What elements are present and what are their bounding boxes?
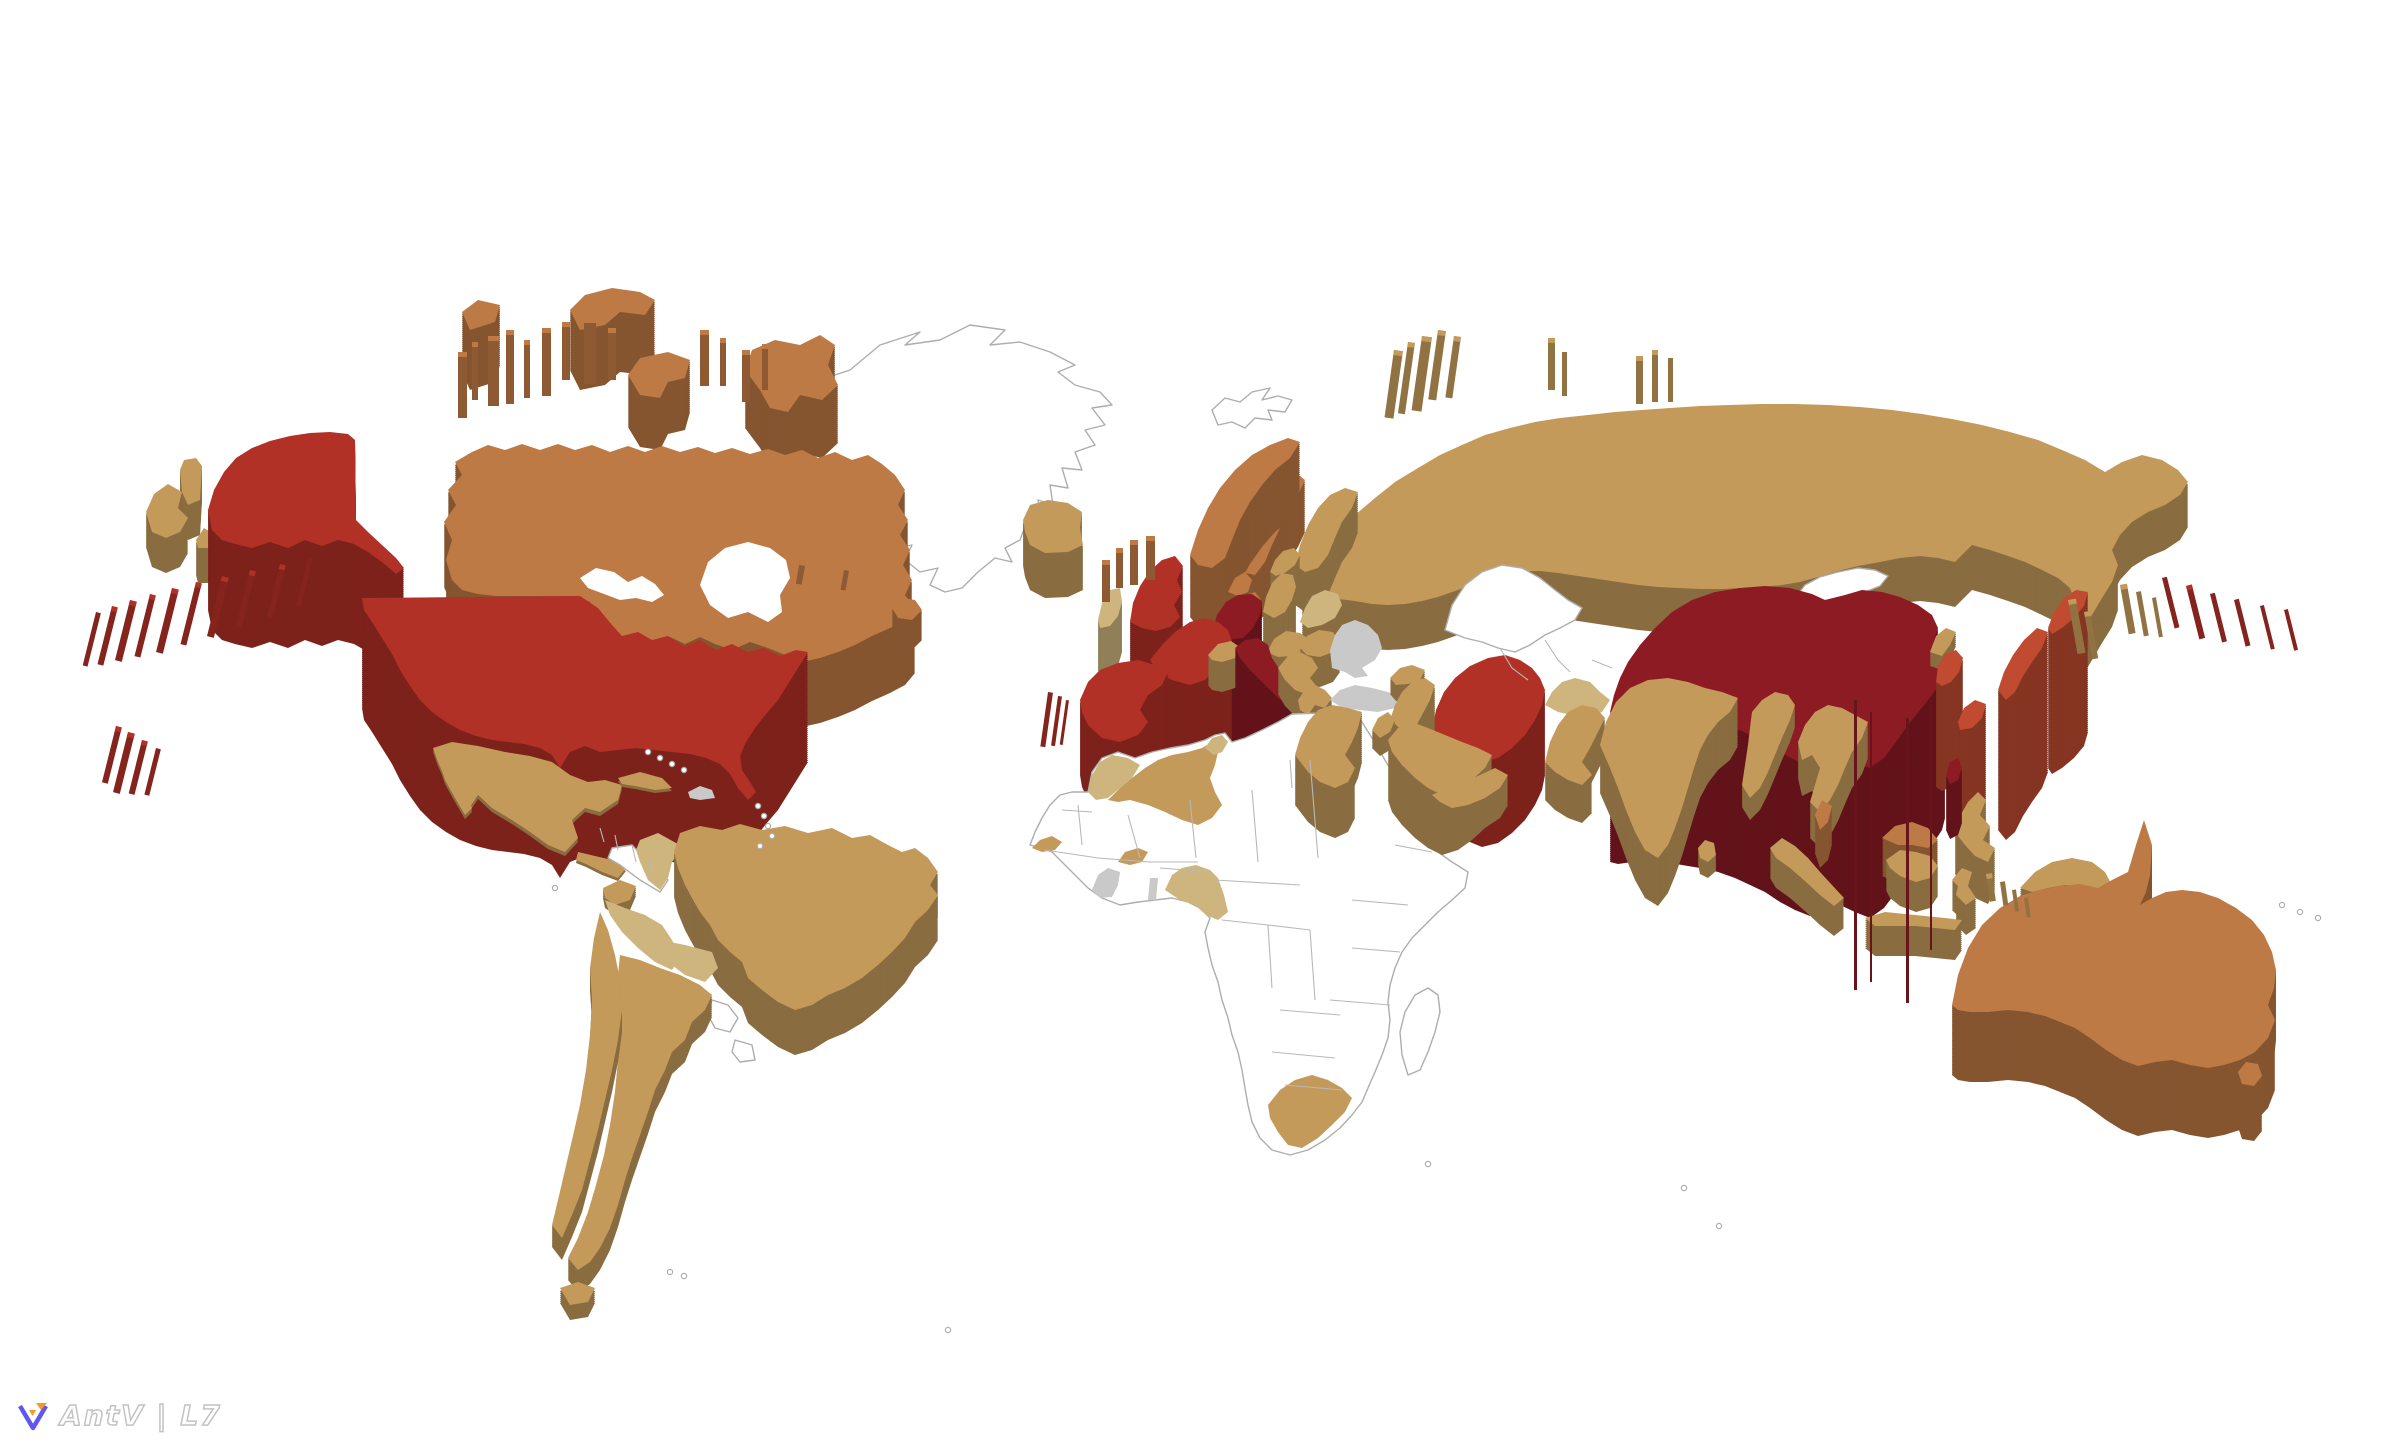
country-ecuador[interactable] — [603, 880, 636, 905]
country-baltics[interactable] — [1270, 548, 1300, 576]
decoration-severnaya — [1636, 350, 1673, 404]
country-cote-divoire[interactable] — [1092, 868, 1120, 898]
country-canada[interactable] — [444, 444, 915, 662]
country-uruguay[interactable] — [731, 1039, 756, 1063]
country-africa-outline[interactable] — [1029, 711, 1469, 1156]
country-israel-jordan[interactable] — [1372, 712, 1395, 738]
country-indonesia[interactable] — [1770, 838, 1976, 930]
logo-orange-corner — [36, 1403, 47, 1410]
country-kazakhstan[interactable] — [1444, 564, 1583, 653]
country-spain[interactable] — [1080, 660, 1168, 742]
country-south-korea[interactable] — [1936, 650, 1963, 686]
country-argentina[interactable] — [568, 955, 712, 1270]
decoration-moluccas — [1985, 873, 2031, 918]
antv-l7-logo: AntV | L7 — [16, 1398, 222, 1432]
country-saudi-arabia[interactable] — [1388, 722, 1492, 795]
country-canada-victoria[interactable] — [628, 352, 690, 398]
country-iceland[interactable] — [1023, 500, 1083, 553]
country-cuba[interactable] — [618, 772, 672, 790]
country-senegal[interactable] — [1032, 836, 1062, 852]
country-togo-benin[interactable] — [1148, 878, 1158, 900]
country-tasmania[interactable] — [2238, 1062, 2262, 1086]
country-iran[interactable] — [1432, 655, 1545, 762]
country-philippines[interactable] — [1955, 792, 1995, 862]
country-bangladesh-myanmar[interactable] — [1742, 692, 1795, 798]
country-brazil[interactable] — [674, 824, 938, 1010]
decoration-china-island-walls — [1854, 700, 1932, 1003]
decoration-franz-josef — [1548, 338, 1567, 396]
decoration-arctic-canada-pillars — [458, 318, 768, 418]
small-island-dots — [551, 748, 2322, 1334]
country-belarus[interactable] — [1300, 590, 1342, 628]
country-png[interactable] — [2020, 858, 2112, 892]
country-hispaniola[interactable] — [688, 786, 715, 800]
country-poland[interactable] — [1263, 573, 1296, 618]
country-turkey[interactable] — [1330, 685, 1402, 712]
country-mexico[interactable] — [433, 742, 622, 852]
country-egypt[interactable] — [1295, 705, 1362, 788]
country-iraq-syria[interactable] — [1390, 678, 1435, 730]
country-south-africa[interactable] — [1268, 1075, 1352, 1148]
decoration-canary-islands — [1040, 692, 1069, 748]
country-chile[interactable] — [552, 912, 622, 1238]
country-algeria[interactable] — [1108, 742, 1222, 825]
country-canada-ellesmere[interactable] — [462, 288, 655, 330]
country-finland[interactable] — [1295, 488, 1358, 572]
logo-orange-inner — [29, 1410, 36, 1416]
country-ireland[interactable] — [1098, 588, 1122, 628]
country-newfoundland[interactable] — [892, 598, 922, 620]
country-balkans[interactable] — [1278, 652, 1318, 695]
decoration-novaya-zemlya — [1384, 329, 1461, 419]
country-bolivia[interactable] — [660, 940, 718, 982]
country-caucasus[interactable] — [1390, 665, 1425, 685]
country-central-europe[interactable] — [1267, 631, 1310, 657]
country-madagascar[interactable] — [1399, 987, 1441, 1076]
logo-triangle — [18, 1404, 48, 1431]
decoration-faroe-shetland — [1102, 536, 1155, 602]
country-uk[interactable] — [1130, 556, 1183, 631]
sea-hudson-bay — [700, 542, 790, 622]
country-russia[interactable] — [1302, 404, 2188, 645]
decoration-azores — [795, 559, 849, 591]
country-paraguay[interactable] — [707, 999, 739, 1033]
country-afghanistan-pakistan[interactable] — [1545, 705, 1605, 785]
decoration-hawaii — [101, 726, 161, 796]
country-denmark[interactable] — [1228, 572, 1252, 596]
country-yemen-oman[interactable] — [1432, 768, 1508, 808]
antv-logo-icon — [18, 1403, 48, 1431]
country-romania[interactable] — [1300, 630, 1340, 657]
decoration-kuril-sakhalin — [2067, 583, 2163, 660]
country-alps[interactable] — [1208, 641, 1241, 662]
country-nigeria-cameroon[interactable] — [1165, 865, 1228, 920]
country-greece[interactable] — [1298, 685, 1332, 715]
country-alaska[interactable] — [208, 432, 404, 574]
logo-text: AntV | L7 — [59, 1398, 222, 1433]
country-canada-baffin[interactable] — [745, 335, 838, 412]
country-usa[interactable] — [362, 596, 808, 800]
country-ireland-wall — [1098, 590, 1122, 678]
country-svalbard[interactable] — [1211, 387, 1293, 429]
decoration-aleutians-west — [82, 558, 313, 667]
country-norway[interactable] — [1190, 438, 1300, 568]
country-japan[interactable] — [1958, 590, 2088, 730]
country-indochina[interactable] — [1798, 705, 1868, 812]
country-peru[interactable] — [605, 900, 680, 970]
country-colombia[interactable] — [636, 833, 680, 890]
country-morocco[interactable] — [1088, 755, 1140, 800]
country-guatemala-honduras[interactable] — [576, 852, 626, 878]
country-north-korea[interactable] — [1930, 628, 1956, 656]
country-ukraine[interactable] — [1330, 620, 1382, 678]
country-tunisia[interactable] — [1205, 735, 1228, 755]
decoration-aleutians-east — [2162, 576, 2299, 651]
inner-borders — [599, 639, 1613, 1091]
country-chukotka-west[interactable] — [146, 458, 214, 548]
country-sri-lanka[interactable] — [1698, 840, 1716, 862]
country-taiwan[interactable] — [1946, 758, 1962, 784]
sea-great-lakes — [580, 568, 664, 602]
country-australia[interactable] — [1952, 820, 2276, 1068]
country-tierra-del-fuego[interactable] — [560, 1282, 595, 1305]
country-india[interactable] — [1600, 678, 1738, 858]
